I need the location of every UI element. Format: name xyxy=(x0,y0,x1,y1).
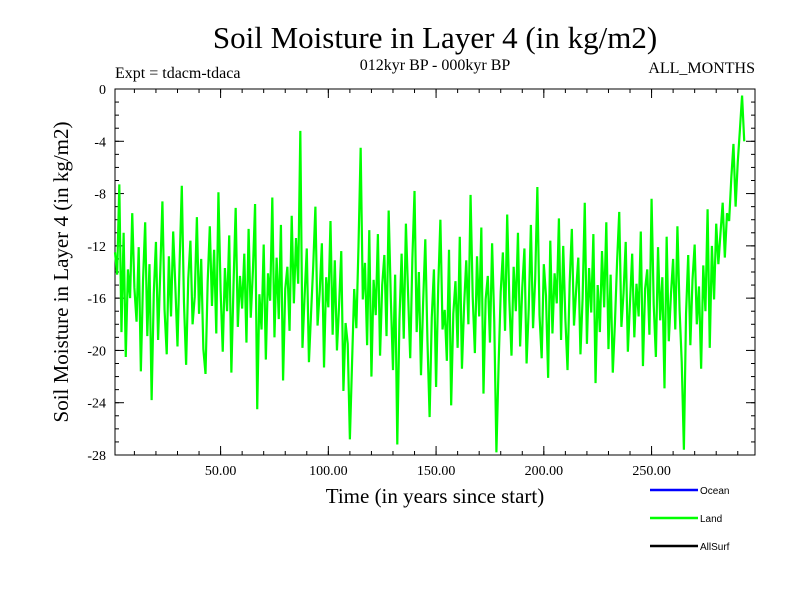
x-axis: 50.00 100.00 150.00 200.00 250.00 xyxy=(133,89,739,479)
legend-label-land: Land xyxy=(700,514,722,525)
x-axis-label: Time (in years since start) xyxy=(326,484,545,508)
y-axis-label: Soil Moisture in Layer 4 (in kg/m2) xyxy=(49,122,73,423)
series-line-land xyxy=(113,95,746,453)
x-tick-label: 100.00 xyxy=(309,464,348,479)
y-tick-label: -24 xyxy=(87,397,106,412)
y-tick-label: -20 xyxy=(87,344,106,359)
chart-title: Soil Moisture in Layer 4 (in kg/m2) xyxy=(213,20,657,55)
plot-area: 0 -4 -8 -12 -16 -20 -24 -28 50.00 100.00 150.00 20… xyxy=(87,83,756,479)
period-label: 012kyr BP - 000kyr BP xyxy=(360,57,511,74)
y-tick-label: -28 xyxy=(87,449,106,464)
x-tick-label: 250.00 xyxy=(632,464,671,479)
legend-label-allsurf: AllSurf xyxy=(700,542,730,553)
y-tick-label: 0 xyxy=(99,83,106,98)
season-label: ALL_MONTHS xyxy=(648,60,755,77)
legend: Ocean Land AllSurf xyxy=(650,486,730,553)
x-tick-label: 200.00 xyxy=(525,464,564,479)
experiment-label: Expt = tdacm-tdaca xyxy=(115,65,240,82)
y-tick-label: -8 xyxy=(94,188,106,203)
y-tick-label: -12 xyxy=(87,240,106,255)
x-tick-label: 150.00 xyxy=(417,464,456,479)
y-axis: 0 -4 -8 -12 -16 -20 -24 -28 xyxy=(87,83,755,464)
y-tick-label: -4 xyxy=(94,135,106,150)
legend-label-ocean: Ocean xyxy=(700,486,729,497)
y-tick-label: -16 xyxy=(87,292,106,307)
x-tick-label: 50.00 xyxy=(205,464,237,479)
series-layer xyxy=(113,95,746,453)
